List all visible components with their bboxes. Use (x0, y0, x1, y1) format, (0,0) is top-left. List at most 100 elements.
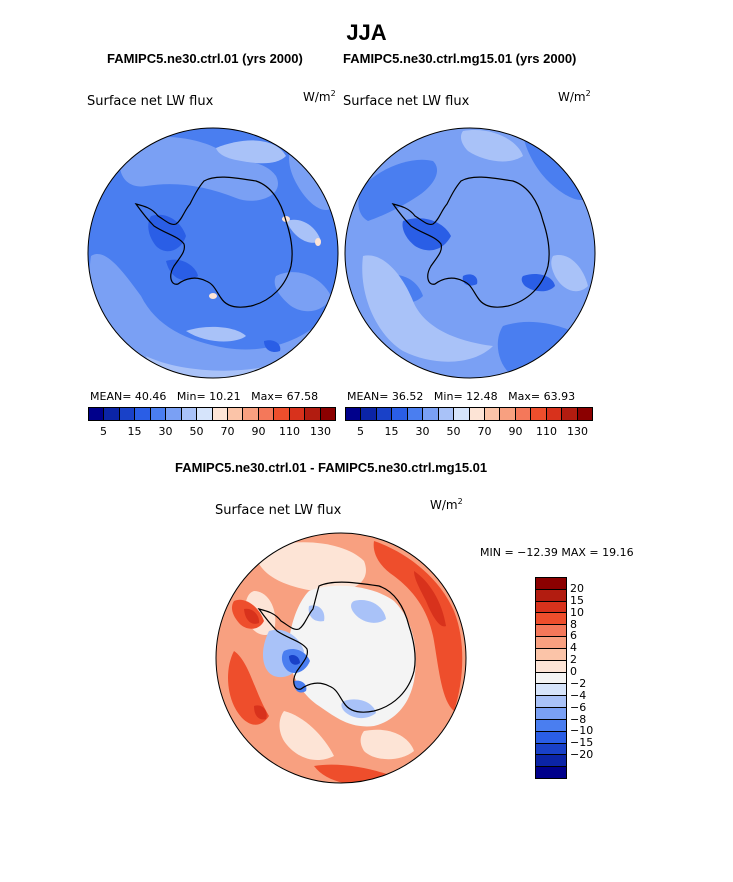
right-polar-map (345, 128, 595, 378)
left-field-label: Surface net LW flux (87, 94, 214, 109)
diff-colorbar-tick-label: 8 (570, 617, 577, 631)
diff-colorbar-swatch (536, 754, 566, 767)
right-colorbar-tick-label: 90 (508, 425, 523, 438)
left-colorbar-swatch (196, 408, 212, 420)
left-panel-title: FAMIPC5.ne30.ctrl.01 (yrs 2000) (107, 51, 303, 66)
diff-colorbar-tick-label: 15 (570, 593, 584, 607)
left-colorbar-tick-label: 50 (189, 425, 204, 438)
right-colorbar-tick-label: 30 (415, 425, 430, 438)
diff-colorbar-tick-label: −8 (570, 712, 587, 726)
right-mean-value: 36.52 (391, 390, 424, 403)
diff-colorbar (535, 577, 567, 779)
diff-deepblue-fill (289, 654, 300, 665)
left-colorbar-swatch (226, 408, 243, 420)
right-stats: MEAN= 36.52 Min= 12.48 Max= 63.93 (347, 390, 576, 403)
left-polar-map (88, 128, 338, 378)
left-colorbar-ticks: 5 15 30 50 70 90 110 130 (88, 425, 336, 439)
diff-colorbar-swatch (536, 742, 566, 755)
diff-colorbar-swatch (536, 671, 566, 684)
diff-polar-map (215, 532, 467, 784)
left-max-value: 67.58 (286, 390, 319, 403)
diff-darkred-fill (244, 571, 446, 720)
right-min-value: 12.48 (466, 390, 498, 403)
diff-units: W/m2 (430, 497, 463, 512)
left-units: W/m2 (303, 89, 336, 104)
left-colorbar-tick-label: 15 (127, 425, 142, 438)
right-pale-patches (362, 130, 588, 362)
diff-colorbar-swatch (536, 730, 566, 743)
diff-colorbar-tick-label: −6 (570, 700, 587, 714)
diff-colorbar-swatch (536, 683, 566, 696)
diff-colorbar-tick-label: 6 (570, 629, 577, 643)
right-colorbar-swatch (545, 408, 562, 420)
diff-colorbar-tick-label: 2 (570, 653, 577, 667)
right-max-value: 63.93 (543, 390, 576, 403)
diff-colorbar-tick-label: 10 (570, 605, 584, 619)
right-colorbar-tick-label: 110 (536, 425, 557, 438)
diff-colorbar-swatch (536, 718, 566, 731)
right-colorbar-swatch (391, 408, 407, 420)
diff-field-label: Surface net LW flux (215, 503, 342, 518)
figure-title: JJA (346, 20, 387, 45)
left-antarctica-outline (134, 176, 293, 308)
diff-colorbar-tick-label: −2 (570, 676, 587, 690)
left-colorbar-swatch (257, 408, 274, 420)
diff-colorbar-tick-label: −4 (570, 688, 587, 702)
left-colorbar-swatch (180, 408, 197, 420)
left-mean-value: 40.46 (134, 390, 167, 403)
right-antarctica-outline (391, 176, 550, 308)
right-colorbar-swatch (406, 408, 423, 420)
right-colorbar-swatch (375, 408, 392, 420)
diff-panel-title: FAMIPC5.ne30.ctrl.01 - FAMIPC5.ne30.ctrl… (175, 460, 488, 475)
diff-colorbar-tick-label: −20 (570, 748, 594, 762)
diff-colorbar-tick-label: −10 (570, 724, 594, 738)
diff-colorbar-swatch (536, 624, 566, 637)
left-colorbar-tick-label: 30 (158, 425, 173, 438)
right-colorbar-swatch (499, 408, 515, 420)
left-colorbar-swatch (89, 408, 104, 420)
right-panel-title: FAMIPC5.ne30.ctrl.mg15.01 (yrs 2000) (343, 51, 577, 66)
right-colorbar-swatch (561, 408, 577, 420)
diff-colorbar-tick-label: 4 (570, 641, 577, 655)
left-colorbar-swatch (242, 408, 258, 420)
diff-colorbar-swatch (536, 659, 566, 672)
diff-antarctica-outline (257, 581, 416, 713)
right-units: W/m2 (558, 89, 591, 104)
left-colorbar-swatch (288, 408, 305, 420)
diff-colorbar-swatch (536, 766, 566, 779)
right-colorbar-swatch (514, 408, 531, 420)
right-colorbar-swatch (346, 408, 361, 420)
left-min-value: 10.21 (209, 390, 241, 403)
left-colorbar-tick-label: 130 (310, 425, 331, 438)
right-colorbar-swatch (453, 408, 469, 420)
left-colorbar-swatch (211, 408, 227, 420)
diff-colorbar-swatch (536, 612, 566, 625)
left-colorbar-swatch (134, 408, 150, 420)
diff-light-fill (245, 542, 414, 761)
left-colorbar-swatch (103, 408, 119, 420)
diff-colorbar-swatch (536, 578, 566, 589)
right-colorbar-tick-label: 5 (357, 425, 364, 438)
diff-colorbar-swatch (536, 695, 566, 708)
right-colorbar-swatch (576, 408, 592, 420)
diff-minmax: MIN = −12.39 MAX = 19.16 (480, 546, 634, 559)
diff-colorbar-tick-label: 20 (570, 581, 584, 595)
right-colorbar-swatch (468, 408, 484, 420)
right-colorbar-swatch (437, 408, 454, 420)
right-colorbar-swatch (422, 408, 438, 420)
right-colorbar-tick-label: 130 (567, 425, 588, 438)
left-colorbar-swatch (118, 408, 135, 420)
left-colorbar (88, 407, 336, 421)
right-map-border (344, 127, 596, 379)
diff-colorbar-tick-label: −15 (570, 736, 594, 750)
right-colorbar-swatch (530, 408, 546, 420)
left-colorbar-tick-label: 70 (220, 425, 235, 438)
diff-colorbar-swatch (536, 600, 566, 613)
left-colorbar-swatch (319, 408, 335, 420)
left-colorbar-swatch (165, 408, 181, 420)
right-colorbar-tick-label: 50 (446, 425, 461, 438)
right-field-label: Surface net LW flux (343, 94, 470, 109)
diff-colorbar-swatch (536, 636, 566, 648)
left-colorbar-tick-label: 90 (251, 425, 266, 438)
left-colorbar-tick-label: 110 (279, 425, 300, 438)
